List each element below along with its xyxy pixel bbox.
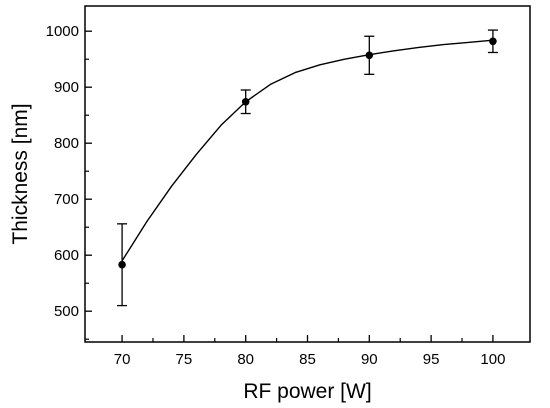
series-layer	[117, 29, 498, 307]
x-tick-label: 75	[176, 351, 193, 368]
x-tick-label: 85	[299, 351, 316, 368]
x-axis-ticks: 70 75 80 85 90 95 100	[114, 335, 505, 368]
data-point	[365, 51, 374, 60]
y-tick-label: 900	[54, 79, 79, 96]
x-tick-label: 70	[114, 351, 131, 368]
y-tick-label: 800	[54, 135, 79, 152]
x-tick-label: 90	[361, 351, 378, 368]
y-tick-label: 600	[54, 247, 79, 264]
y-axis-ticks: 500 600 700 800 900 1000	[46, 23, 92, 340]
y-tick-label: 500	[54, 303, 79, 320]
data-point	[489, 37, 497, 46]
x-axis-label: RF power [W]	[243, 380, 371, 403]
y-axis-label: Thickness [nm]	[9, 103, 32, 244]
x-tick-label: 95	[423, 351, 440, 368]
fit-curve	[121, 39, 493, 262]
plot-frame	[84, 5, 531, 343]
x-tick-label: 100	[480, 351, 505, 368]
x-tick-label: 80	[237, 351, 254, 368]
y-tick-label: 1000	[46, 23, 79, 40]
data-point	[118, 260, 126, 269]
y-tick-label: 700	[54, 191, 79, 208]
data-point	[241, 97, 250, 106]
